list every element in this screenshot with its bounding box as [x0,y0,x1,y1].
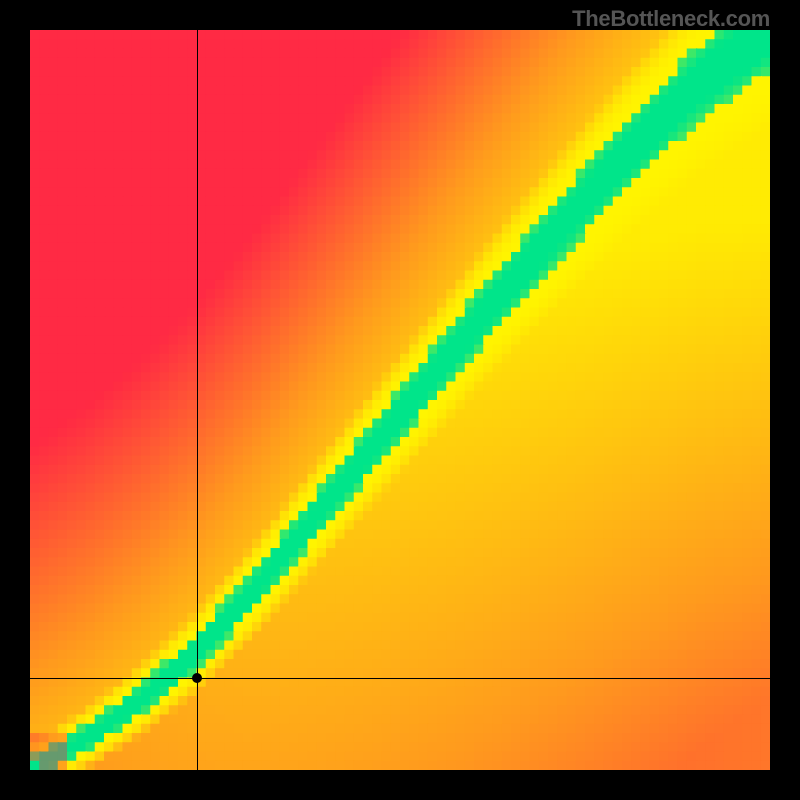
plot-area [30,30,770,770]
crosshair-horizontal [30,678,770,679]
crosshair-marker [192,673,202,683]
heatmap-canvas [30,30,770,770]
crosshair-vertical [197,30,198,770]
chart-container: TheBottleneck.com [0,0,800,800]
watermark-text: TheBottleneck.com [572,6,770,32]
